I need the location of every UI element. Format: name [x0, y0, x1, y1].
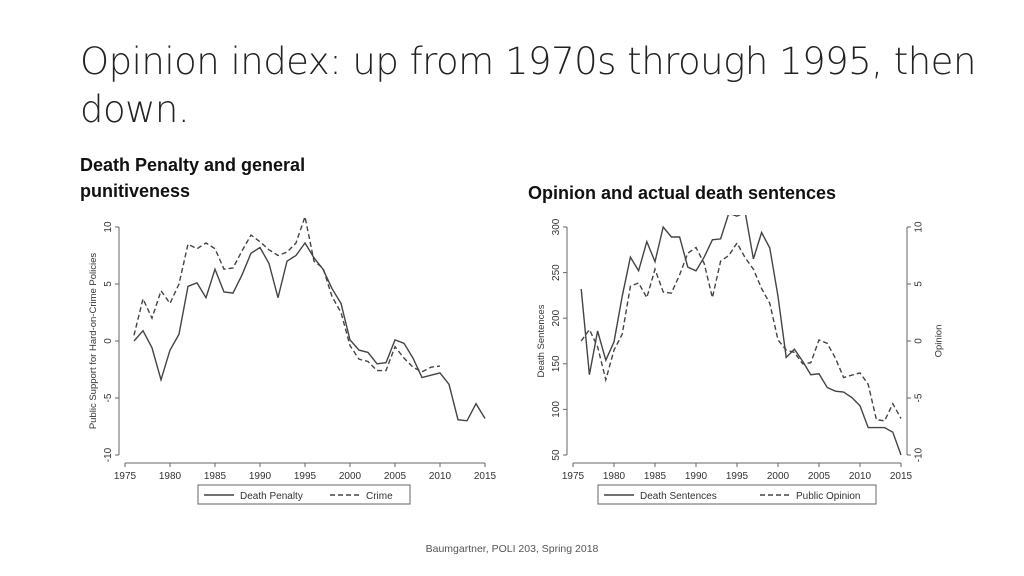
x-tick-label: 1980: [603, 471, 626, 482]
x-tick-label: 1980: [159, 471, 182, 482]
right-chart-heading: Opinion and actual death sentences: [528, 183, 837, 203]
x-tick-label: 2015: [890, 471, 913, 482]
x-tick-label: 2005: [384, 471, 407, 482]
series-line-crime: [133, 215, 441, 373]
x-tick-label: 1985: [204, 471, 227, 482]
x-tick-label: 1985: [644, 471, 667, 482]
opinion-death-sentences-chart: 50 100 150 200 250 300 -10 -5 0 5 10 1975 1980 1985 19…: [536, 215, 944, 505]
y2-tick-label: 5: [913, 281, 924, 287]
legend-box: [597, 484, 877, 505]
x-tick-label: 1995: [726, 471, 749, 482]
legend-label-public-opinion: Public Opinion: [796, 491, 860, 502]
y-tick-label: -10: [103, 447, 114, 462]
x-tick-label: 2000: [767, 471, 790, 482]
y-tick-label: 300: [551, 218, 562, 235]
y-tick-label: 200: [551, 309, 562, 326]
series-line-death-penalty: [133, 241, 486, 422]
x-tick-label: 1990: [685, 471, 708, 482]
x-tick-label: 2000: [339, 471, 362, 482]
y-tick-label: 50: [551, 449, 562, 461]
series-line-public-opinion: [580, 241, 902, 422]
y-tick-label: 250: [551, 264, 562, 281]
y-tick-label: 10: [103, 221, 114, 233]
y2-tick-label: -5: [913, 393, 924, 402]
y-tick-label: 5: [103, 281, 114, 287]
legend-label-crime: Crime: [366, 491, 393, 502]
left-chart-heading: Death Penalty and general punitiveness: [80, 155, 306, 201]
y-tick-label: 0: [103, 338, 114, 344]
y-tick-label: -5: [103, 393, 114, 402]
legend-label-death-penalty: Death Penalty: [240, 491, 303, 502]
x-tick-label: 2005: [808, 471, 831, 482]
y-tick-label: 100: [551, 401, 562, 418]
y2-tick-label: 0: [913, 338, 924, 344]
x-tick-label: 2010: [849, 471, 872, 482]
series-line-death-sentences: [580, 215, 902, 456]
legend-label-death-sentences: Death Sentences: [640, 491, 717, 502]
slide-footer: Baumgartner, POLI 203, Spring 2018: [425, 543, 599, 555]
x-tick-label: 1990: [249, 471, 272, 482]
y-axis-label: Death Sentences: [536, 304, 547, 377]
x-tick-label: 1975: [562, 471, 585, 482]
y2-axis-label: Opinion: [933, 325, 944, 358]
y-tick-label: 150: [551, 355, 562, 372]
y2-tick-label: 10: [913, 221, 924, 233]
y2-tick-label: -10: [913, 447, 924, 462]
y-axis-label: Public Support for Hard-on-Crime Policie…: [88, 253, 99, 430]
x-tick-label: 1995: [294, 471, 317, 482]
legend-box: [197, 484, 411, 505]
death-penalty-punitiveness-chart: -10 -5 0 5 10 1975 1980 1985 1990 1995 2000 2005 201…: [88, 215, 497, 505]
x-tick-label: 2010: [429, 471, 452, 482]
slide-title: Opinion index: up from 1970s through 199…: [80, 40, 976, 131]
x-tick-label: 1975: [114, 471, 137, 482]
x-tick-label: 2015: [474, 471, 497, 482]
